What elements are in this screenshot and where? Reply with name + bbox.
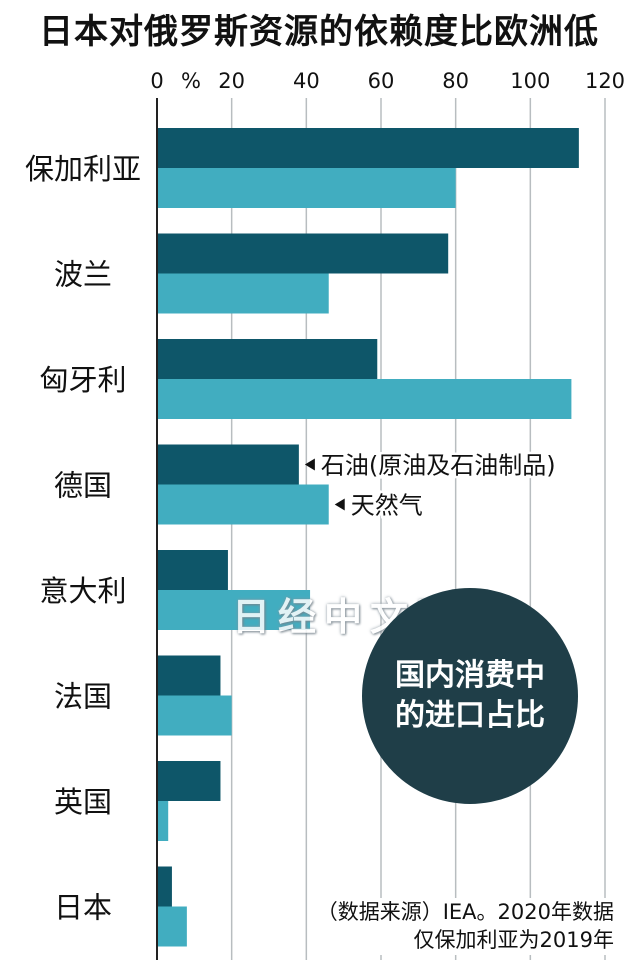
category-label-4: 意大利: [39, 574, 126, 608]
category-label-3: 德国: [54, 469, 112, 503]
category-label-2: 匈牙利: [39, 363, 126, 397]
bar-oil-6: [157, 761, 221, 801]
bar-gas-0: [157, 168, 456, 208]
x-unit-label: %: [181, 69, 201, 93]
bar-oil-5: [157, 655, 221, 696]
bar-gas-7: [157, 906, 187, 947]
category-label-1: 波兰: [54, 258, 112, 292]
category-label-6: 英国: [54, 785, 112, 819]
bar-gas-2: [157, 379, 572, 419]
x-tick-label-1: 20: [218, 69, 245, 93]
bar-oil-4: [157, 550, 228, 590]
bar-gas-6: [157, 801, 169, 841]
source-line-1: （数据来源）IEA。2020年数据: [316, 900, 614, 924]
bar-gas-3: [157, 484, 329, 525]
x-tick-label-2: 40: [293, 69, 320, 93]
category-label-0: 保加利亚: [25, 152, 141, 186]
legend-pointer-1: [334, 498, 345, 511]
source-line-2: 仅保加利亚为2019年: [413, 928, 614, 953]
category-label-5: 法国: [54, 680, 112, 714]
x-tick-label-3: 60: [368, 69, 395, 93]
bar-oil-7: [157, 866, 172, 907]
bar-gas-4: [157, 590, 311, 630]
bar-gas-5: [157, 695, 232, 736]
badge-line-1: 国内消费中: [395, 657, 545, 693]
legend-label-0: 石油(原油及石油制品): [321, 452, 556, 480]
x-tick-label-5: 100: [510, 69, 550, 93]
x-tick-label-0: 0: [150, 69, 163, 93]
x-tick-label-4: 80: [442, 69, 469, 93]
badge-line-2: 的进口占比: [395, 698, 545, 733]
bar-oil-3: [157, 444, 299, 485]
legend-label-1: 天然气: [351, 492, 423, 520]
x-tick-label-6: 120: [585, 69, 625, 93]
category-label-7: 日本: [54, 891, 112, 925]
bar-oil-1: [157, 233, 449, 274]
source-note: （数据来源）IEA。2020年数据 仅保加利亚为2019年: [316, 898, 614, 955]
bar-oil-0: [157, 128, 579, 168]
chart-title: 日本对俄罗斯资源的依赖度比欧洲低: [39, 12, 599, 52]
bar-gas-1: [157, 273, 329, 314]
legend-pointer-0: [304, 458, 315, 471]
description-badge: 国内消费中 的进口占比: [362, 588, 578, 804]
bar-oil-2: [157, 339, 378, 379]
